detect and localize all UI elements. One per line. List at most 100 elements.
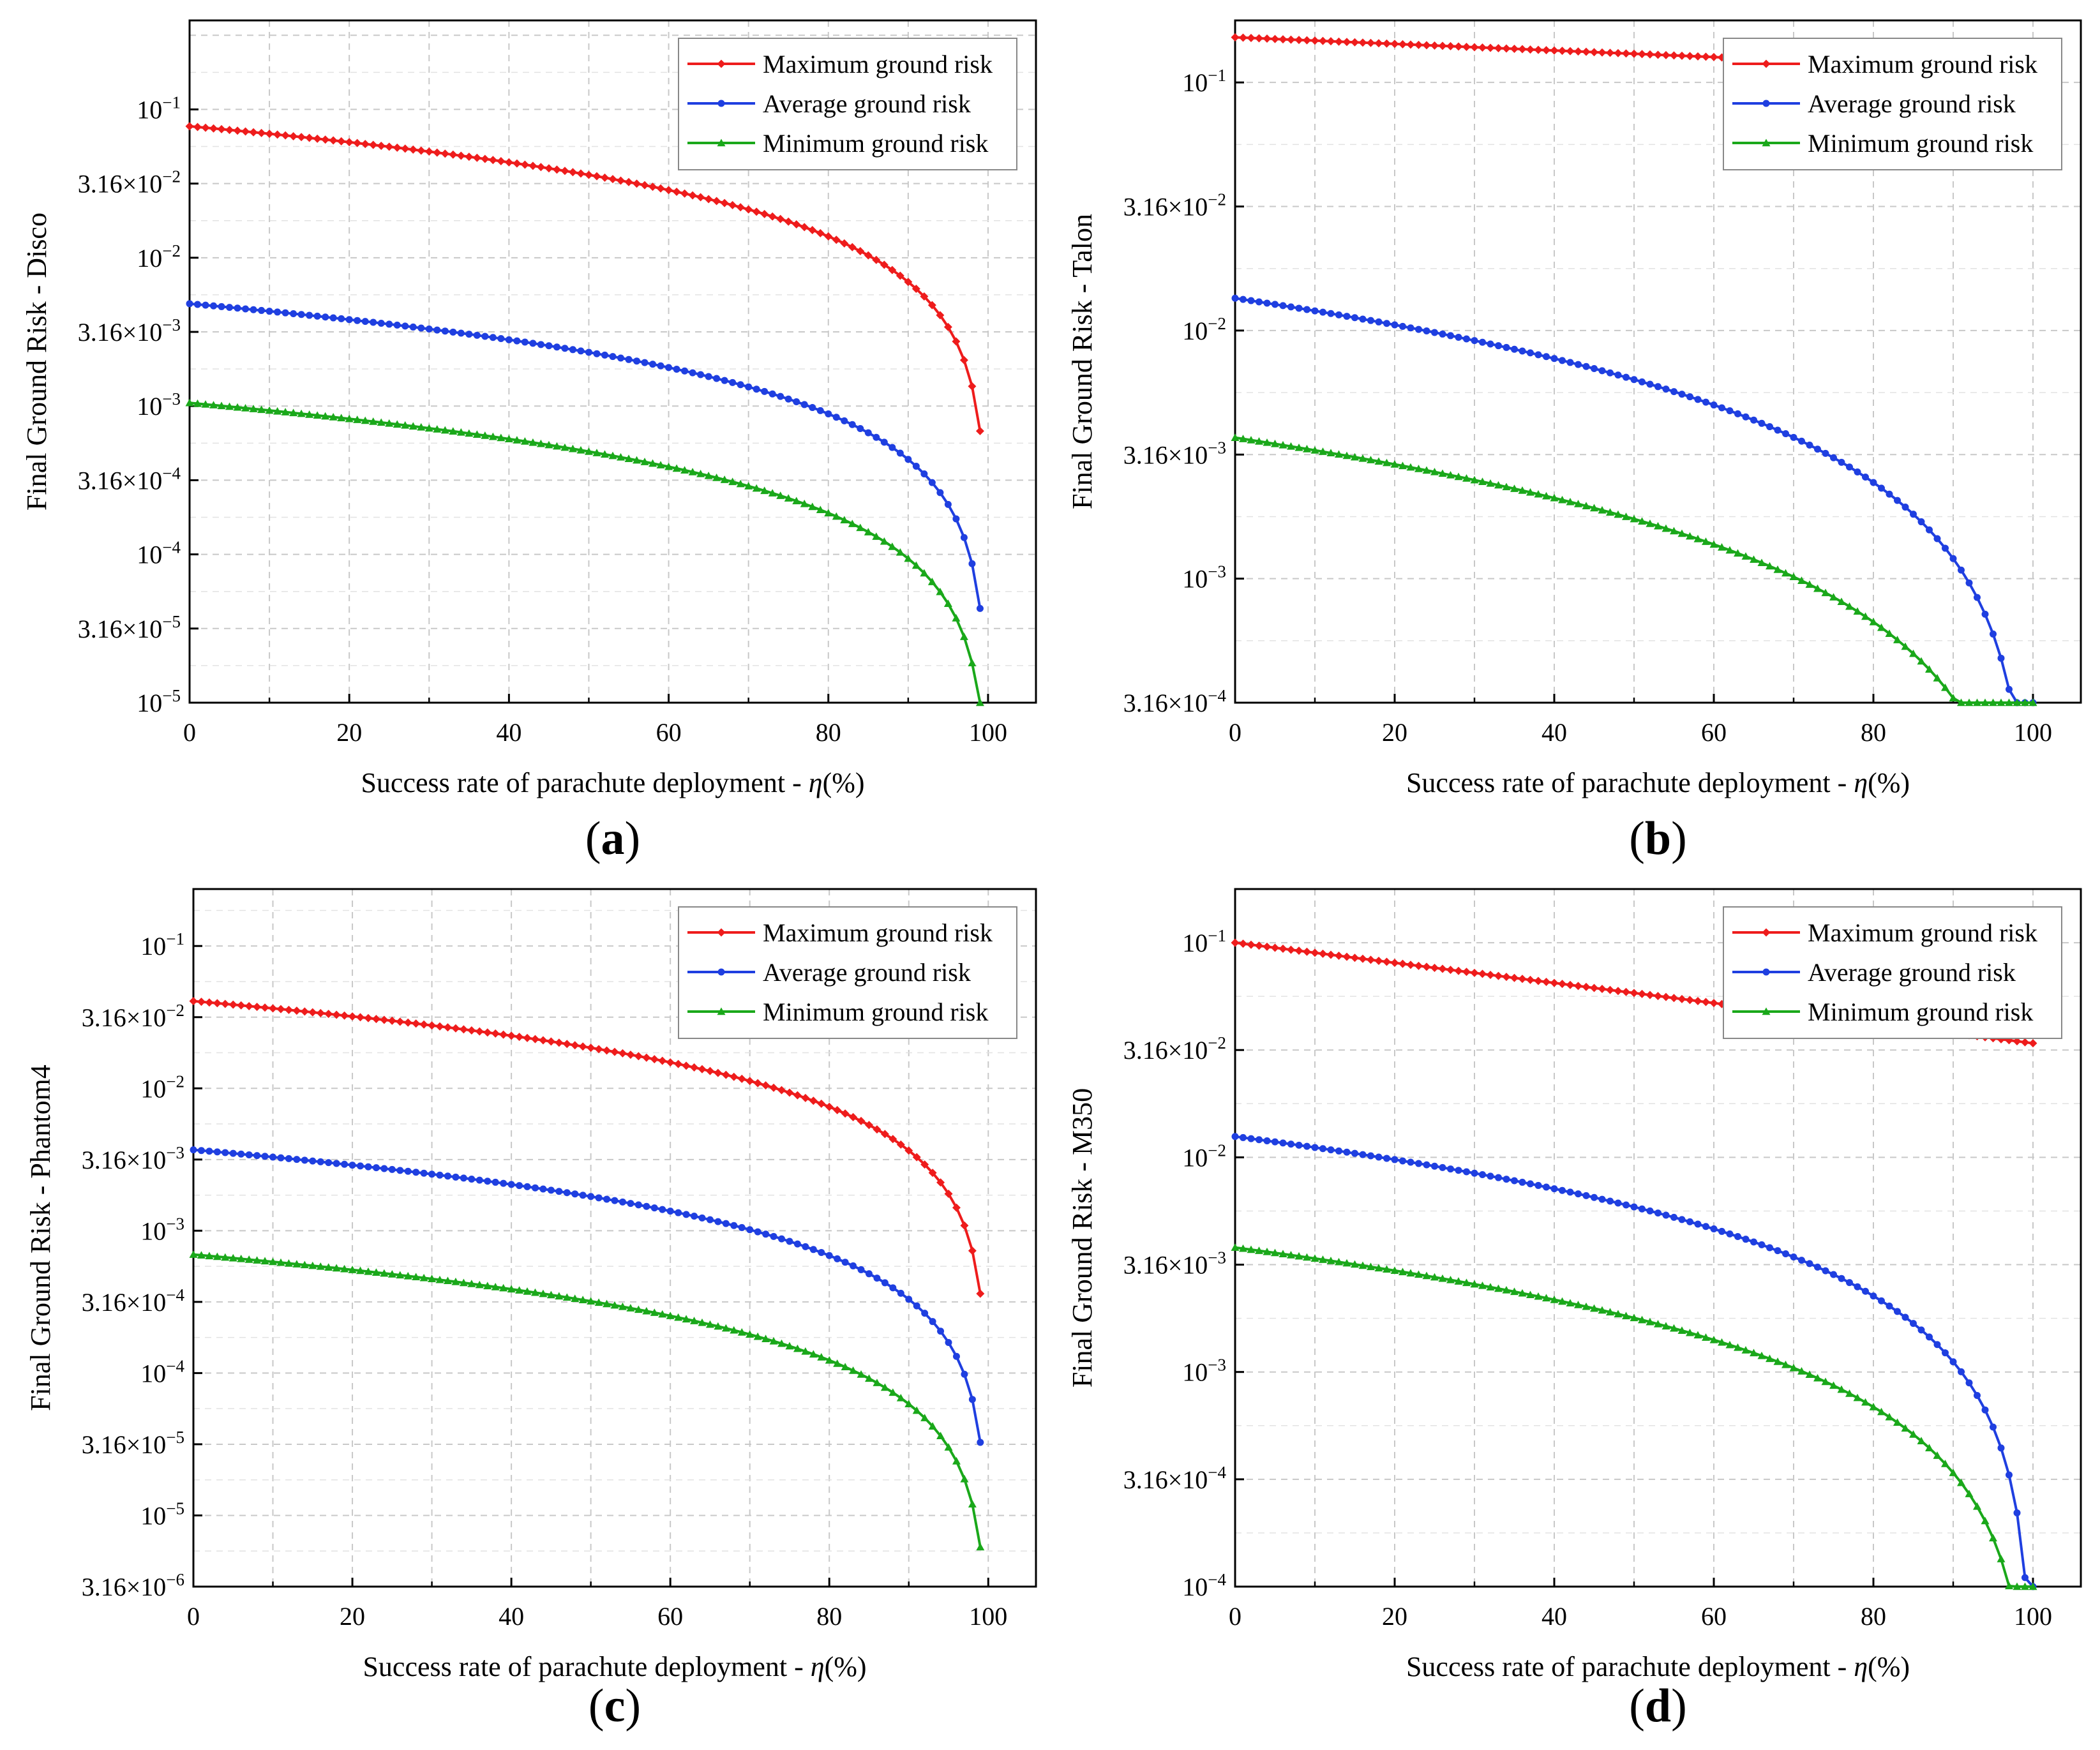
data-point-avg [1750, 416, 1757, 424]
data-point-min [1342, 1259, 1351, 1267]
data-point-max [1374, 39, 1383, 48]
data-point-avg [1886, 490, 1893, 498]
data-point-min [1981, 1516, 1990, 1525]
data-point-max [1574, 47, 1582, 56]
data-point-avg [1367, 1152, 1374, 1160]
data-point-max [348, 1012, 357, 1021]
data-point-min [698, 1318, 707, 1326]
data-point-max [253, 1003, 262, 1012]
data-point-avg [1511, 1177, 1518, 1185]
data-point-max [1478, 969, 1487, 978]
data-point-max [2013, 1036, 2021, 1045]
data-point-avg [1686, 393, 1693, 401]
data-point-max [959, 355, 968, 364]
data-point-avg [1319, 308, 1326, 316]
series-min [1231, 1243, 2037, 1590]
data-point-avg [1303, 306, 1310, 313]
data-point-max [1709, 52, 1718, 61]
y-axis: 3.16×10−6 10−5 3.16×10−5 10−4 3.16×10−4 10−3 3… [82, 929, 202, 1601]
data-point-avg [1479, 1171, 1486, 1179]
data-point-avg [603, 1195, 611, 1203]
data-point-max [401, 144, 410, 153]
data-point-avg [1662, 1211, 1670, 1219]
data-point-min [744, 482, 753, 490]
data-point-avg [857, 425, 864, 433]
data-point-avg [960, 534, 968, 541]
data-point-avg [190, 1146, 197, 1154]
x-axis: 0 20 40 60 80 100 [183, 694, 1007, 747]
data-point-avg [745, 383, 753, 391]
data-point-avg [1942, 544, 1949, 552]
data-point-min [1957, 698, 1965, 707]
data-point-min [544, 440, 553, 449]
data-point-avg [1550, 1185, 1558, 1193]
data-point-max [1406, 961, 1415, 969]
data-point-min [353, 415, 362, 423]
data-point-avg [961, 1370, 968, 1378]
data-point-max [696, 193, 705, 202]
data-point-avg [737, 381, 744, 389]
data-point-max [1390, 959, 1399, 968]
data-point-max [499, 1030, 508, 1039]
data-point-max [530, 1035, 539, 1043]
data-point-min [321, 412, 330, 420]
data-point-max [1494, 44, 1503, 53]
data-point-avg [1447, 1165, 1454, 1173]
data-point-avg [873, 433, 880, 441]
data-point-min [1677, 529, 1686, 537]
data-point-min [664, 462, 673, 470]
data-point-min [911, 561, 920, 569]
data-point-max [1486, 970, 1495, 979]
data-point-max [1319, 36, 1327, 45]
data-point-avg [1639, 378, 1646, 385]
data-point-avg [1726, 1230, 1734, 1238]
x-tick-label: 60 [1701, 1602, 1727, 1631]
data-point-avg [1646, 1207, 1654, 1215]
data-point-min [1909, 649, 1917, 657]
data-point-avg [691, 1213, 698, 1220]
data-point-max [952, 337, 961, 346]
y-tick-label: 3.16×10−6 [82, 1570, 184, 1601]
data-point-avg [889, 1284, 897, 1292]
data-point-min [1917, 657, 1926, 665]
data-point-max [1542, 978, 1550, 987]
panel-caption: (b) [1629, 812, 1686, 865]
y-axis-title: Final Ground Risk - Disco [21, 213, 52, 511]
data-point-min [1438, 1274, 1447, 1282]
data-point-min [456, 428, 465, 436]
data-point-avg [1311, 307, 1319, 315]
data-point-min [253, 1256, 262, 1264]
data-point-min [435, 1275, 444, 1283]
data-point-min [1773, 565, 1782, 573]
data-point-avg [481, 333, 489, 340]
data-point-avg [1990, 1423, 1997, 1431]
data-point-max [424, 147, 433, 156]
data-point-min [449, 427, 458, 435]
data-point-avg [1662, 385, 1670, 393]
data-point-min [546, 1290, 555, 1299]
x-tick-label: 20 [1382, 1602, 1407, 1631]
data-point-min [292, 1260, 301, 1268]
data-point-avg [1247, 1135, 1255, 1142]
data-point-avg [754, 1228, 761, 1236]
data-point-max [515, 1033, 524, 1042]
data-point-max [1654, 50, 1662, 59]
data-point-min [584, 447, 593, 455]
data-point-avg [1718, 404, 1725, 412]
data-point-max [1287, 35, 1295, 44]
data-point-avg [380, 1165, 388, 1172]
data-point-max [539, 1036, 548, 1045]
data-point-min [626, 1304, 635, 1312]
data-point-min [225, 402, 234, 410]
data-point-min [769, 1336, 778, 1345]
data-point-max [920, 292, 929, 301]
data-point-min [1367, 1262, 1375, 1271]
data-point-max [1255, 34, 1263, 43]
data-point-avg [345, 316, 353, 324]
data-point-min [1294, 1252, 1303, 1260]
data-point-avg [370, 318, 377, 326]
data-point-min [221, 1253, 230, 1261]
data-point-avg [561, 345, 569, 352]
data-point-max [1335, 37, 1343, 46]
data-point-min [1518, 486, 1527, 494]
